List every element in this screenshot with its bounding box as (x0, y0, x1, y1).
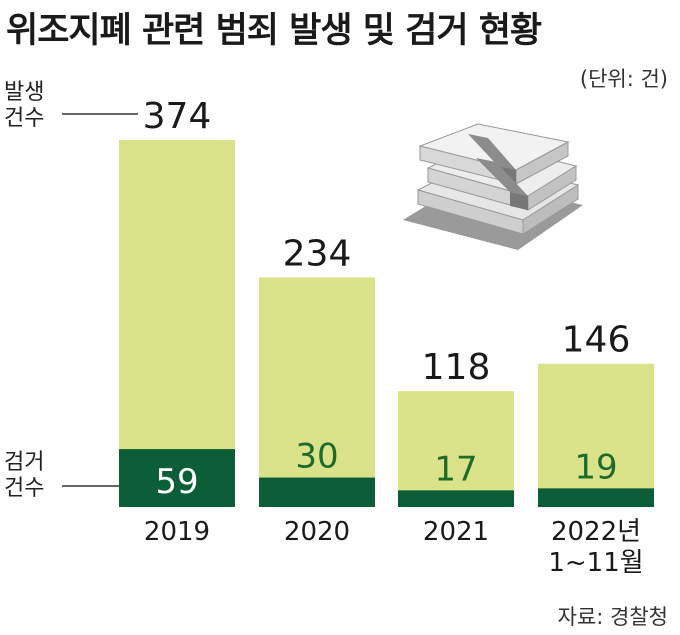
occurred-value-label: 374 (143, 96, 212, 137)
arrested-bar (119, 449, 235, 507)
occurred-bar (259, 277, 375, 507)
occurred-label: 발생 건수 (4, 80, 45, 131)
x-tick-label: 2021 (423, 517, 489, 547)
chart-title: 위조지폐 관련 범죄 발생 및 검거 현황 (6, 11, 542, 51)
x-tick-label: 2020 (284, 517, 350, 547)
arrested-value-label: 17 (434, 449, 477, 489)
occurred-bar (538, 363, 654, 507)
occurred-bar (119, 140, 235, 507)
arrested-label: 검거 건수 (4, 450, 45, 501)
arrested-bar (259, 477, 375, 507)
banknote-stack-illustration (403, 123, 583, 250)
occurred-bar (398, 391, 514, 507)
occurred-value-label: 118 (422, 347, 491, 388)
arrested-value-label: 19 (574, 447, 617, 487)
occurred-value-label: 234 (283, 233, 352, 274)
x-tick-label: 2019 (144, 517, 210, 547)
x-tick-label: 2022년 (551, 517, 641, 547)
x-tick-label: 1~11월 (548, 548, 643, 578)
source-label: 자료: 경찰청 (557, 605, 668, 629)
occurred-value-label: 146 (562, 320, 631, 361)
arrested-bar (538, 488, 654, 507)
unit-label: (단위: 건) (579, 67, 668, 91)
arrested-bar (398, 490, 514, 507)
arrested-value-label: 59 (155, 462, 198, 502)
arrested-value-label: 30 (295, 437, 338, 477)
